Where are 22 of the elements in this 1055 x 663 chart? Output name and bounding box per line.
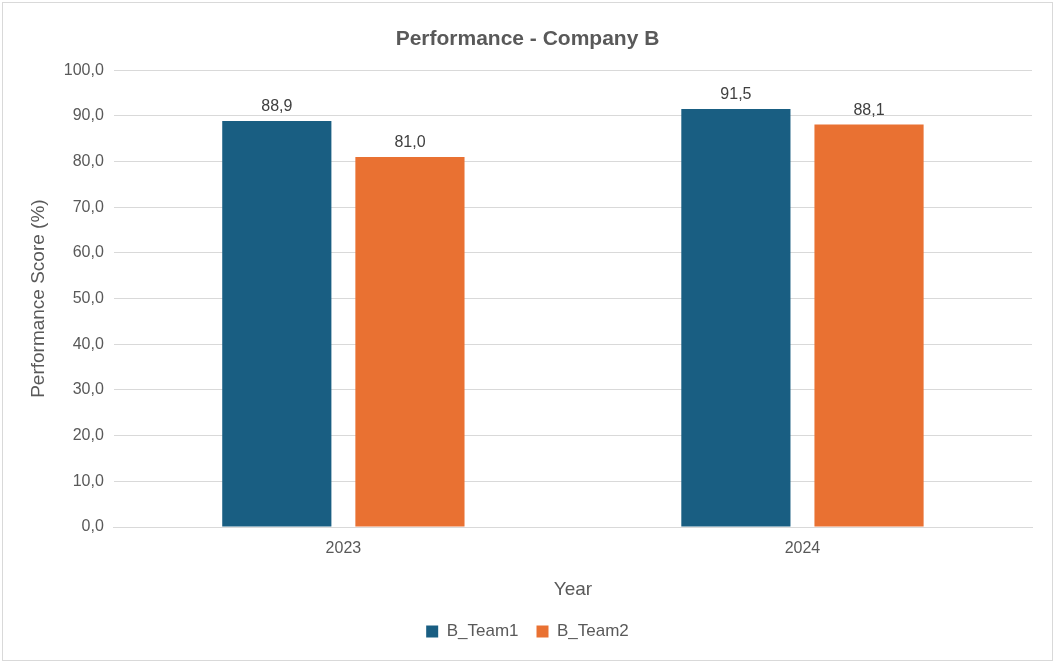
y-tick-label: 100,0 [63, 60, 104, 78]
chart-title: Performance - Company B [395, 26, 660, 50]
y-tick-label: 40,0 [72, 334, 104, 352]
data-label: 88,1 [853, 100, 885, 118]
legend-label: B_Team2 [557, 621, 629, 641]
y-tick-label: 0,0 [81, 517, 104, 535]
y-tick-label: 80,0 [72, 151, 104, 169]
y-tick-label: 60,0 [72, 243, 104, 261]
y-tick-label: 50,0 [72, 289, 104, 307]
data-label: 81,0 [394, 133, 426, 151]
y-tick-label: 30,0 [72, 380, 104, 398]
data-label: 91,5 [720, 85, 752, 103]
x-tick-label: 2023 [325, 539, 362, 557]
y-tick-label: 20,0 [72, 426, 104, 444]
y-tick-label: 10,0 [72, 471, 104, 489]
legend-label: B_Team1 [446, 621, 519, 641]
y-tick-label: 70,0 [72, 197, 104, 215]
data-label: 88,9 [261, 97, 293, 115]
y-tick-label: 90,0 [72, 106, 104, 124]
x-axis-title: Year [553, 577, 593, 599]
y-axis-title: Performance Score (%) [26, 199, 48, 398]
x-tick-label: 2024 [784, 539, 821, 557]
